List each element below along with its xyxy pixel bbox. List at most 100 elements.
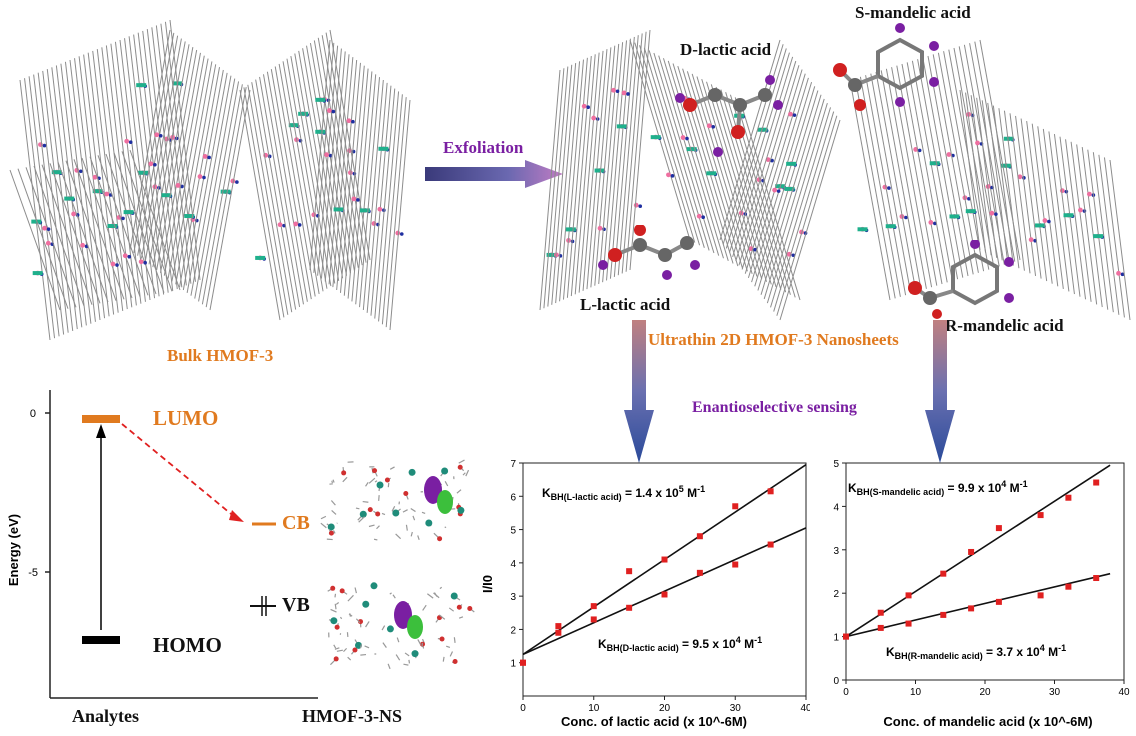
lattice-node [965,209,976,214]
lattice-bond [73,159,125,300]
chart2-ytick-label: 3 [833,546,839,557]
orbital-metal [425,519,433,527]
lattice-atom [148,161,154,167]
lattice-node [929,161,940,166]
lattice-bond [653,52,715,254]
lattice-bond [932,54,974,275]
chart2-point [843,633,849,640]
lattice-atom [124,138,130,144]
chart2-point [940,611,947,618]
orbital-lobe [407,615,423,639]
lattice-bond [175,64,217,285]
orbital-atom [452,658,458,664]
lattice-bond [317,37,359,268]
orbital-bond [438,614,446,620]
lattice-bond [148,44,190,265]
lattice-node [123,210,134,215]
chart2-point [968,548,975,555]
l-lactic-acid-molecule [598,225,700,280]
lattice-bond [570,56,592,297]
chart2-point [1065,583,1072,590]
lattice-atom [597,225,603,231]
lattice-bond [64,61,96,322]
orbital-bond [343,647,348,653]
vb-orbital-image [327,582,475,670]
chart1-point [696,569,703,576]
lattice-bond [89,156,141,297]
lattice-atom [80,242,85,248]
orbital-atom [328,530,334,536]
lattice-bond [1081,146,1103,308]
lattice-bond [121,151,173,292]
lattice-bond [701,78,763,280]
lattice-bond [970,95,992,256]
orbital-metal [376,481,384,489]
orbital-bond [332,530,336,534]
lattice-bond [917,59,959,280]
lattice-bond [124,38,156,299]
lattice-node [1035,223,1046,228]
lattice-bond [602,42,624,283]
chart2-point [905,620,912,627]
lattice-bond [885,68,927,289]
lattice-bond [309,39,331,271]
lattice-bond [937,52,979,273]
chart1-xtick-label: 40 [800,703,810,714]
lattice-bond [870,73,912,294]
lattice-atom [994,212,998,216]
lattice-bond [114,41,146,302]
lattice-bond [306,45,348,276]
lattice-atom [277,222,283,228]
lattice-bond [732,56,794,257]
chart2-ytick-label: 0 [833,676,839,687]
lattice-bond [332,57,354,288]
orbital-bond [405,524,408,531]
orbital-atom [372,468,378,474]
orbital-bond [330,608,337,613]
lattice-bond [259,76,301,308]
lattice-bond [859,76,901,297]
chart1-ytick-label: 6 [510,492,516,503]
lattice-bond [1020,118,1042,279]
orbital-bond [387,663,391,670]
lattice-node [138,170,149,175]
orbital-bond [368,524,375,528]
lattice-atom [933,221,937,226]
lattice-node [315,97,326,102]
lattice-bond [686,71,748,272]
chart2-fit-line-0 [845,464,1111,638]
lattice-bond [55,65,87,326]
lattice-bond [760,94,822,295]
lattice-atom [207,155,211,160]
lattice-node [650,135,661,140]
lattice-bond [160,23,192,284]
orbital-atom [334,624,340,630]
lattice-bond [643,47,705,248]
lattice-atom [887,186,891,190]
lattice-atom [110,261,116,267]
lattice-bond [725,48,787,249]
lattice-atom [297,223,302,227]
lattice-atom [154,132,160,138]
orbital-bond [359,644,363,649]
orbital-bond [442,656,445,662]
lattice-atom [670,174,675,178]
lattice-node [161,193,172,198]
orbital-lobe [437,490,453,514]
lattice-bond [734,97,796,298]
orbital-metal [411,650,419,658]
lattice-bond [992,105,1014,266]
orbital-atom [384,477,390,483]
lattice-atom [791,253,796,258]
orbital-atom [339,588,345,594]
lattice-atom [904,215,908,220]
lattice-bond [582,50,604,291]
svg-text:KBH(R-mandelic acid) = 3.7 x 1: KBH(R-mandelic acid) = 3.7 x 104 M-1 [886,643,1066,661]
lattice-bond [74,58,106,319]
lattice-bond [151,27,183,288]
chart1-xtick-label: 0 [520,703,526,714]
lattice-atom [586,105,590,110]
lattice-node [184,214,195,219]
lattice-atom [311,212,317,218]
lattice-node [757,127,768,132]
